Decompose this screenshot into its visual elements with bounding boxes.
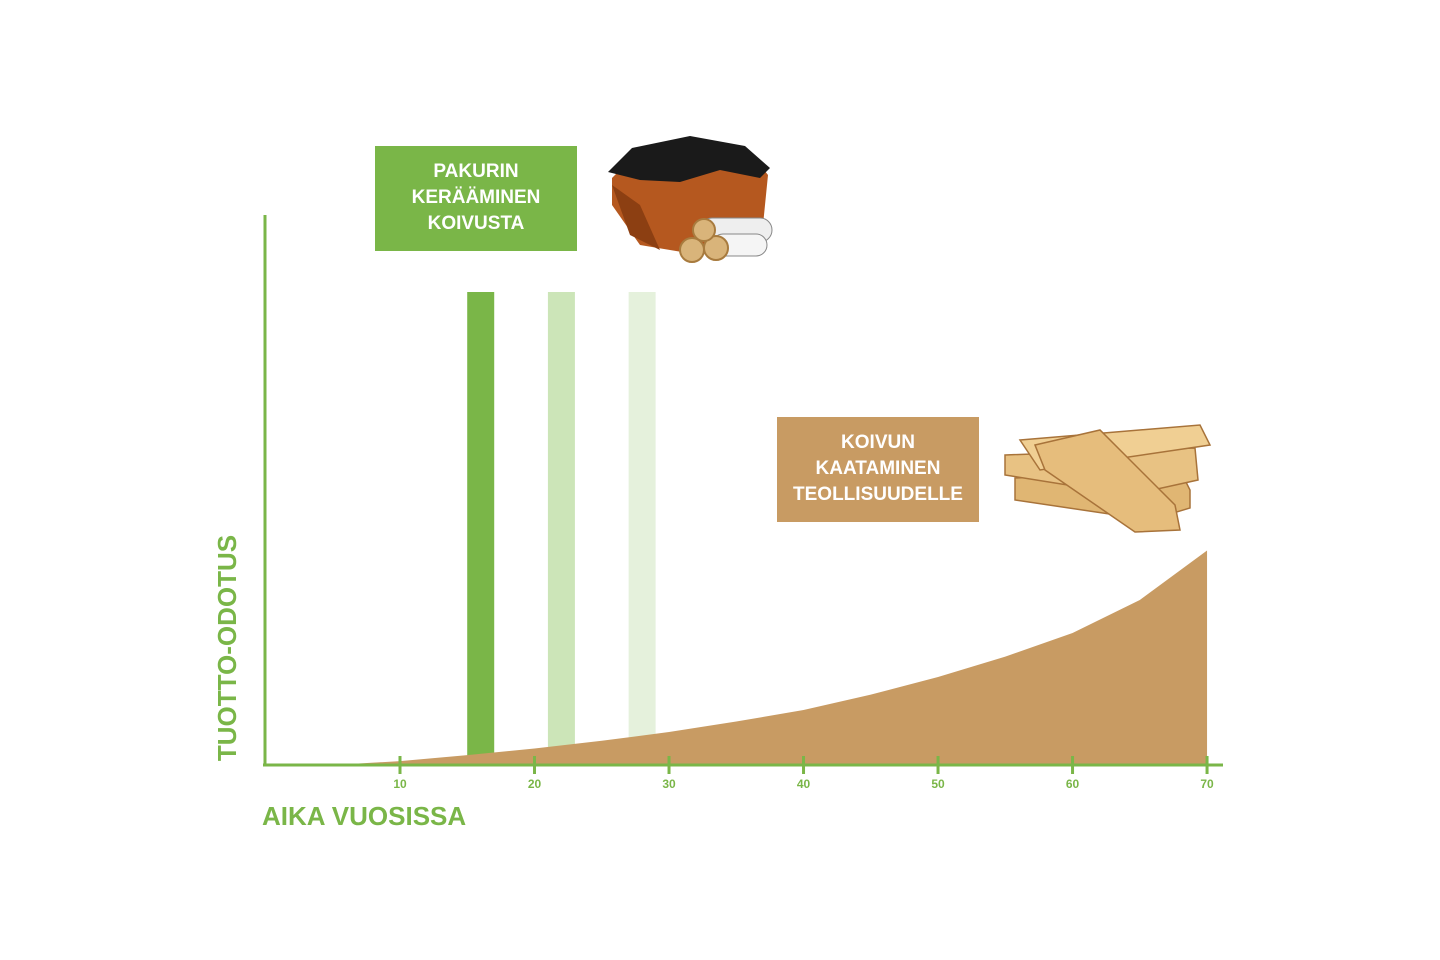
y-axis-label: TUOTTO-ODOTUS <box>212 535 242 761</box>
bar <box>628 292 656 765</box>
x-tick-label: 40 <box>797 777 811 791</box>
x-tick-label: 30 <box>662 777 676 791</box>
annotation-text: KERÄÄMINEN <box>412 187 541 208</box>
annotation-box <box>777 417 979 522</box>
x-tick-label: 60 <box>1066 777 1080 791</box>
annotation-box <box>375 146 577 251</box>
bar <box>467 292 495 765</box>
annotation-text: TEOLLISUUDELLE <box>793 484 963 505</box>
bar <box>547 292 575 765</box>
area <box>332 550 1208 765</box>
x-tick-label: 20 <box>528 777 542 791</box>
x-tick-label: 70 <box>1200 777 1214 791</box>
annotation-text: KOIVUN <box>841 432 915 453</box>
chaga-illustration <box>608 136 773 263</box>
x-tick-label: 10 <box>393 777 407 791</box>
annotation-text: KAATAMINEN <box>816 458 941 479</box>
planks-illustration <box>1004 424 1212 533</box>
annotation-text: KOIVUSTA <box>428 213 525 234</box>
x-axis-label: AIKA VUOSISSA <box>262 801 466 831</box>
annotation-text: PAKURIN <box>433 161 518 182</box>
x-tick-label: 50 <box>931 777 945 791</box>
